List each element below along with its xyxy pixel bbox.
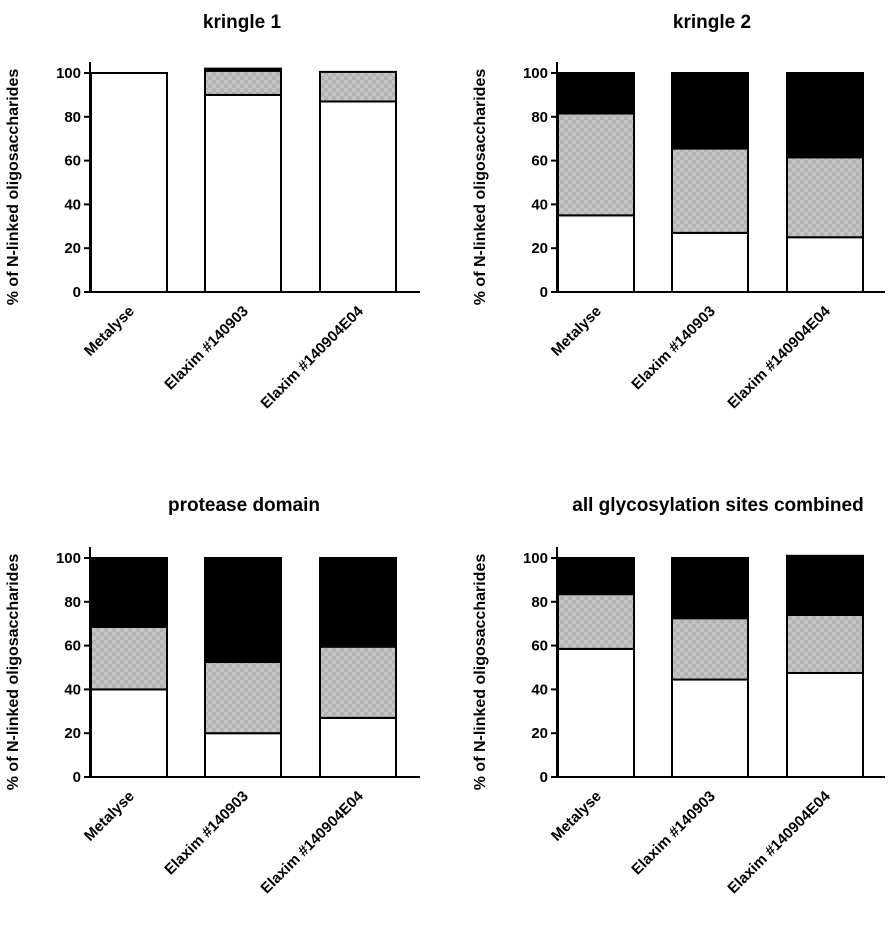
bar-segment-white-1 (90, 72, 168, 293)
bar-segment-black-2 (204, 67, 282, 72)
bar-segment-black-2 (671, 72, 749, 150)
y-tick-label: 0 (73, 769, 81, 786)
bar-segment-gray-2 (671, 147, 749, 234)
bar-segment-gray-3 (786, 613, 864, 674)
x-tick-label: Metalyse (81, 788, 138, 845)
y-tick-label: 40 (64, 196, 81, 213)
bar-segment-white-2 (204, 732, 282, 779)
y-tick-label: 80 (64, 109, 81, 126)
chart-panel-2: kringle 2 % of N-linked oligosaccharides M… (472, 12, 885, 412)
bar-segment-gray-1 (557, 112, 635, 217)
y-tick-label: 0 (540, 284, 548, 301)
y-tick-label: 60 (64, 153, 81, 170)
bar-segment-white-3 (786, 236, 864, 293)
y-tick-label: 60 (64, 638, 81, 655)
bar-segment-black-1 (90, 557, 168, 628)
chart-title: kringle 2 (673, 12, 751, 33)
chart-panel-1: kringle 1 % of N-linked oligosaccharides M… (5, 12, 420, 412)
chart-panel-4: all glycosylation sites combined % of N-l… (472, 495, 885, 897)
bar-segment-white-3 (786, 671, 864, 778)
bar-segment-black-2 (671, 557, 749, 620)
bar-segment-gray-3 (786, 156, 864, 239)
y-tick-label: 80 (64, 594, 81, 611)
bar-segment-gray-2 (204, 661, 282, 735)
bar-segment-gray-2 (204, 69, 282, 96)
y-tick-label: 40 (531, 196, 548, 213)
y-axis-label: % of N-linked oligosaccharides (472, 554, 489, 791)
y-axis-label: % of N-linked oligosaccharides (5, 554, 22, 791)
x-tick-label: Elaxim #140903 (628, 303, 718, 393)
y-tick-label: 40 (531, 681, 548, 698)
bar-segment-gray-1 (557, 593, 635, 650)
y-tick-label: 100 (523, 65, 548, 82)
y-tick-label: 60 (531, 153, 548, 170)
chart-title: kringle 1 (203, 12, 282, 33)
bar-segment-white-1 (90, 688, 168, 779)
x-tick-label: Elaxim #140903 (161, 788, 251, 878)
y-tick-label: 80 (531, 109, 548, 126)
bar-segment-black-3 (786, 72, 864, 159)
bar-segment-white-3 (319, 716, 397, 778)
x-tick-label: Elaxim #140904E04 (257, 302, 367, 412)
bar-segment-black-2 (204, 557, 282, 664)
y-tick-label: 60 (531, 638, 548, 655)
bar-segment-black-1 (557, 72, 635, 115)
x-tick-label: Elaxim #140903 (628, 788, 718, 878)
bar-segment-white-2 (671, 678, 749, 778)
y-tick-label: 20 (531, 725, 548, 742)
y-tick-label: 20 (64, 725, 81, 742)
bar-segment-gray-2 (671, 617, 749, 681)
bar-segment-gray-3 (319, 70, 397, 103)
y-tick-label: 0 (73, 284, 81, 301)
x-tick-label: Metalyse (81, 303, 138, 360)
x-tick-label: Metalyse (548, 788, 605, 845)
chart-title: all glycosylation sites combined (572, 495, 863, 516)
bar-segment-white-1 (557, 647, 635, 779)
bar-segment-black-1 (557, 557, 635, 596)
x-tick-label: Elaxim #140903 (161, 303, 251, 393)
y-axis-label: % of N-linked oligosaccharides (5, 69, 22, 306)
x-tick-label: Elaxim #140904E04 (257, 787, 367, 897)
y-tick-label: 0 (540, 769, 548, 786)
bar-segment-white-2 (204, 93, 282, 294)
bar-segment-gray-3 (319, 645, 397, 719)
y-tick-label: 20 (64, 240, 81, 257)
x-tick-label: Metalyse (548, 303, 605, 360)
chart-title: protease domain (168, 495, 320, 516)
bar-segment-white-2 (671, 231, 749, 293)
y-axis-label: % of N-linked oligosaccharides (472, 69, 489, 306)
y-tick-label: 100 (56, 65, 81, 82)
y-tick-label: 100 (56, 550, 81, 567)
y-tick-label: 100 (523, 550, 548, 567)
bar-segment-white-1 (557, 214, 635, 294)
x-tick-label: Elaxim #140904E04 (724, 302, 834, 412)
y-tick-label: 20 (531, 240, 548, 257)
bar-segment-black-3 (319, 557, 397, 648)
bar-segment-white-3 (319, 100, 397, 293)
y-tick-label: 40 (64, 681, 81, 698)
x-tick-label: Elaxim #140904E04 (724, 787, 834, 897)
bar-segment-gray-1 (90, 625, 168, 691)
y-tick-label: 80 (531, 594, 548, 611)
bar-segment-black-3 (786, 554, 864, 616)
chart-panel-3: protease domain % of N-linked oligosaccha… (5, 495, 420, 897)
